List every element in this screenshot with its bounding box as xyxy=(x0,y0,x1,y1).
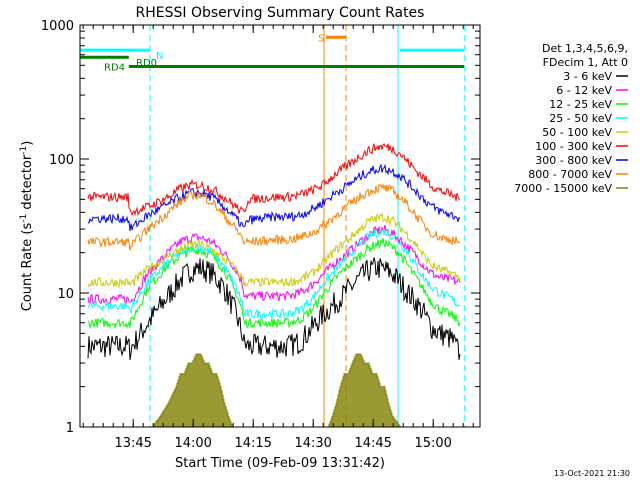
y-axis: 1 10 100 1000 xyxy=(41,19,480,436)
legend-header-2: FDecim 1, Att 0 xyxy=(543,56,628,69)
flag-label-0: N xyxy=(156,51,163,62)
series-line-4 xyxy=(87,212,461,289)
legend-header-1: Det 1,3,4,5,6,9, xyxy=(542,42,628,55)
series-lines xyxy=(87,143,461,428)
legend-label-1: 6 - 12 keV xyxy=(556,84,612,97)
y-axis-label: Count Rate (s-1 detector-1) xyxy=(19,141,35,312)
legend-label-7: 800 - 7000 keV xyxy=(528,168,612,181)
timestamp: 13-Oct-2021 21:30 xyxy=(554,469,630,478)
legend-label-6: 300 - 800 keV xyxy=(535,154,612,167)
legend-label-4: 50 - 100 keV xyxy=(542,126,612,139)
legend-label-2: 12 - 25 keV xyxy=(549,98,612,111)
series-line-7 xyxy=(87,182,461,251)
flag-label-2: RD4 xyxy=(104,63,125,74)
legend-label-3: 25 - 50 keV xyxy=(549,112,612,125)
x-axis-label: Start Time (09-Feb-09 13:31:42) xyxy=(175,456,385,471)
y-tick-label-2: 100 xyxy=(49,153,74,168)
x-tick-label-1: 14:00 xyxy=(174,436,211,451)
series-line-5 xyxy=(87,143,461,217)
series-line-3 xyxy=(87,228,461,321)
x-tick-label-2: 14:15 xyxy=(234,436,271,451)
x-tick-label-5: 15:00 xyxy=(414,436,451,451)
y-tick-label-3: 1000 xyxy=(41,19,74,34)
flag-label-1: RD0 xyxy=(136,58,157,69)
x-tick-label-3: 14:30 xyxy=(294,436,331,451)
chart-title: RHESSI Observing Summary Count Rates xyxy=(136,5,425,21)
legend-label-5: 100 - 300 keV xyxy=(535,140,612,153)
legend: Det 1,3,4,5,6,9, FDecim 1, Att 0 3 - 6 k… xyxy=(514,42,628,195)
series-line-6 xyxy=(87,163,461,232)
flag-label-3: S xyxy=(318,33,324,44)
plot-frame xyxy=(79,24,481,428)
x-tick-label-0: 13:45 xyxy=(114,436,151,451)
legend-label-8: 7000 - 15000 keV xyxy=(514,182,612,195)
y-tick-label-0: 1 xyxy=(66,421,74,436)
y-tick-label-1: 10 xyxy=(57,287,74,302)
series-line-1 xyxy=(87,224,461,305)
x-tick-label-4: 14:45 xyxy=(354,436,391,451)
series-fill-8 xyxy=(152,354,400,427)
legend-label-0: 3 - 6 keV xyxy=(563,70,612,83)
x-axis: 13:45 14:00 14:15 14:30 14:45 15:00 xyxy=(82,25,474,451)
series-line-0 xyxy=(87,257,461,361)
